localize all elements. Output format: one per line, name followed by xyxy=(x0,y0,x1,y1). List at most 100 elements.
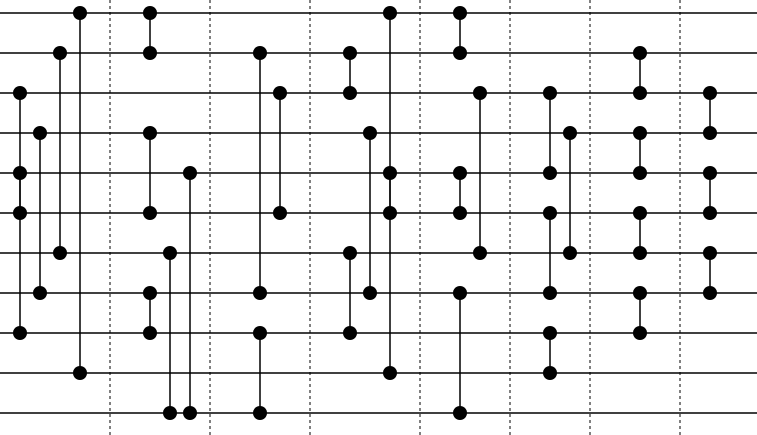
comparator-node xyxy=(633,246,647,260)
comparator-node xyxy=(543,366,557,380)
comparator-node xyxy=(383,6,397,20)
comparator xyxy=(453,166,467,220)
comparator-node xyxy=(163,246,177,260)
comparator-node xyxy=(13,166,27,180)
comparator-node xyxy=(703,246,717,260)
comparator xyxy=(453,6,467,60)
comparator-node xyxy=(273,206,287,220)
comparator xyxy=(253,326,267,420)
comparator xyxy=(143,286,157,340)
comparator-node xyxy=(273,86,287,100)
comparator-node xyxy=(143,326,157,340)
comparator-node xyxy=(543,326,557,340)
comparator-node xyxy=(183,406,197,420)
comparator-node xyxy=(143,286,157,300)
comparator xyxy=(143,126,157,220)
comparator-node xyxy=(73,6,87,20)
comparator xyxy=(273,86,287,220)
comparator xyxy=(73,6,87,380)
comparator-node xyxy=(473,86,487,100)
comparator-node xyxy=(143,46,157,60)
comparator xyxy=(473,86,487,260)
comparator-node xyxy=(703,86,717,100)
comparator xyxy=(13,166,27,220)
comparator xyxy=(633,46,647,100)
comparator xyxy=(703,246,717,300)
comparator-node xyxy=(563,246,577,260)
comparator-node xyxy=(253,326,267,340)
comparator-node xyxy=(633,326,647,340)
comparator-node xyxy=(633,46,647,60)
comparator xyxy=(253,46,267,300)
comparator xyxy=(633,126,647,180)
comparator xyxy=(543,86,557,180)
comparator-node xyxy=(13,86,27,100)
comparator-node xyxy=(563,126,577,140)
comparator xyxy=(183,166,197,420)
comparator-node xyxy=(453,286,467,300)
comparator-node xyxy=(143,206,157,220)
comparator xyxy=(543,326,557,380)
comparator-node xyxy=(343,86,357,100)
comparator-node xyxy=(633,206,647,220)
comparator xyxy=(363,126,377,300)
comparator xyxy=(343,246,357,340)
comparator-node xyxy=(543,206,557,220)
comparator-node xyxy=(13,206,27,220)
comparator-node xyxy=(633,126,647,140)
comparator-node xyxy=(53,46,67,60)
comparator xyxy=(633,286,647,340)
comparator-node xyxy=(143,126,157,140)
comparator xyxy=(703,166,717,220)
comparators xyxy=(13,6,717,420)
comparator xyxy=(703,86,717,140)
comparator-node xyxy=(543,86,557,100)
comparator xyxy=(453,286,467,420)
comparator-node xyxy=(703,126,717,140)
comparator-node xyxy=(453,46,467,60)
comparator-node xyxy=(543,286,557,300)
comparator-node xyxy=(703,166,717,180)
comparator-node xyxy=(383,166,397,180)
comparator-node xyxy=(13,326,27,340)
comparator-node xyxy=(453,406,467,420)
comparator-node xyxy=(453,166,467,180)
comparator-node xyxy=(543,166,557,180)
comparator-node xyxy=(183,166,197,180)
comparator xyxy=(543,206,557,300)
comparator-node xyxy=(53,246,67,260)
comparator-node xyxy=(363,126,377,140)
comparator-node xyxy=(33,126,47,140)
comparator xyxy=(33,126,47,300)
comparator-node xyxy=(143,6,157,20)
comparator xyxy=(53,46,67,260)
wires xyxy=(0,12,757,414)
comparator-node xyxy=(343,46,357,60)
comparator xyxy=(163,246,177,420)
comparator-node xyxy=(343,246,357,260)
comparator-node xyxy=(253,286,267,300)
comparator-node xyxy=(703,206,717,220)
comparator xyxy=(563,126,577,260)
comparator-node xyxy=(473,246,487,260)
comparator-node xyxy=(163,406,177,420)
comparator xyxy=(143,6,157,60)
comparator-node xyxy=(633,166,647,180)
comparator-node xyxy=(453,6,467,20)
comparator-node xyxy=(363,286,377,300)
comparator-node xyxy=(33,286,47,300)
comparator xyxy=(383,166,397,220)
comparator-node xyxy=(633,286,647,300)
comparator-node xyxy=(383,206,397,220)
comparator-node xyxy=(73,366,87,380)
comparator-node xyxy=(703,286,717,300)
comparator xyxy=(343,46,357,100)
comparator-node xyxy=(633,86,647,100)
comparator xyxy=(633,206,647,260)
comparator-node xyxy=(383,366,397,380)
comparator-node xyxy=(253,46,267,60)
comparator-node xyxy=(343,326,357,340)
comparator-node xyxy=(453,206,467,220)
comparator-node xyxy=(253,406,267,420)
